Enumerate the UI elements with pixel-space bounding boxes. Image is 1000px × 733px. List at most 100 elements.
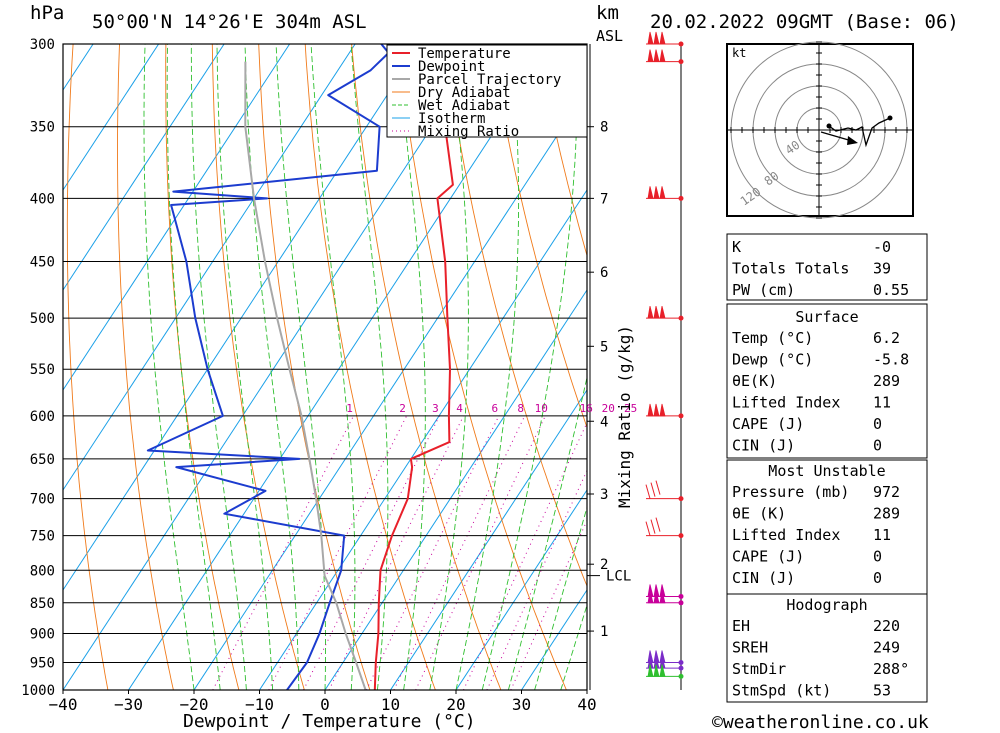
wet-adiabat-line <box>166 44 221 690</box>
dry-adiabat-line <box>165 44 240 690</box>
dry-adiabat-line <box>351 44 502 690</box>
indices-general-box <box>726 233 928 301</box>
wind-barb-flag <box>659 403 666 417</box>
dry-adiabat-line <box>536 44 587 257</box>
isotherm-line <box>259 189 587 690</box>
wet-adiabat-line <box>396 44 426 690</box>
wind-barb-dot <box>678 195 684 201</box>
wind-barb-dot <box>678 496 684 502</box>
x-tick-label: −30 <box>114 695 143 714</box>
index-label: Totals Totals <box>732 260 849 278</box>
x-tick-label: 0 <box>320 695 330 714</box>
wind-barb <box>645 517 684 539</box>
pressure-tick-label: 450 <box>30 255 55 271</box>
wind-barb <box>646 403 684 419</box>
wet-adiabat-line <box>190 44 247 690</box>
wind-barb-dot <box>678 533 684 539</box>
wind-barb-dot <box>678 59 684 65</box>
wet-adiabat-line <box>216 44 274 690</box>
isotherm-line <box>0 44 28 690</box>
index-value: 972 <box>873 483 900 501</box>
lcl-label: LCL <box>606 569 631 585</box>
hpa-unit-label: hPa <box>30 2 64 24</box>
wind-barb-flag <box>647 49 654 62</box>
wind-barb-flag <box>653 305 660 319</box>
mixing-ratio-label: 20 <box>602 402 615 415</box>
wind-barb-flag <box>659 31 666 45</box>
mixing-ratio-label: 4 <box>456 402 463 415</box>
x-tick-label: 10 <box>381 695 400 714</box>
dry-adiabat-line <box>490 44 587 429</box>
sounding-profiles <box>146 44 454 690</box>
wind-barb-flag <box>647 664 654 677</box>
index-label: Lifted Index <box>732 394 840 412</box>
wet-adiabat-line <box>481 44 579 690</box>
mixing-ratio-label: 1 <box>346 402 353 415</box>
wind-barb-flag <box>653 403 660 417</box>
legend: Temperature Dewpoint Parcel Trajectory D… <box>386 44 588 140</box>
dry-adiabat-line <box>66 44 109 690</box>
isotherm-line <box>390 389 587 690</box>
hodograph-ticks <box>730 41 908 219</box>
copyright-credit: ©weatheronline.co.uk <box>712 712 929 733</box>
wind-barb <box>646 664 684 679</box>
wind-barb <box>646 186 684 201</box>
wind-barb-feather <box>645 521 651 536</box>
x-tick-label: 30 <box>512 695 531 714</box>
pressure-tick-label: 750 <box>30 529 55 545</box>
dry-adiabat-line <box>955 44 1000 690</box>
wind-barb <box>646 590 684 606</box>
wind-barb-flag <box>647 403 654 417</box>
index-label: SREH <box>732 639 768 657</box>
index-value: 39 <box>873 260 891 278</box>
pressure-tick-label: 1000 <box>21 683 55 699</box>
index-label: θE(K) <box>732 372 777 390</box>
wet-adiabat-line <box>275 44 326 690</box>
wind-barb-flag <box>653 590 660 604</box>
x-tick-label: −40 <box>49 695 78 714</box>
isotherm-line <box>324 289 587 690</box>
dry-adiabat-line <box>304 44 436 690</box>
mixing-ratio-labels: 1 2 3 4 6 8 10 16 20 25 <box>346 402 637 415</box>
storm-motion-vector <box>820 131 853 142</box>
wind-barb-feather <box>650 482 656 497</box>
wind-barb <box>646 31 684 47</box>
wind-barb-dot <box>678 315 684 321</box>
dewpoint-profile <box>146 44 390 690</box>
hodograph-trace <box>828 117 891 148</box>
indices-mu-box <box>726 459 928 595</box>
index-value: -5.8 <box>873 351 909 369</box>
wind-barb-flag <box>653 31 660 45</box>
pressure-axis: 300 350 400 450 500 550 600 650 700 750 800 850 900 9… <box>21 37 55 699</box>
pressure-tick-label: 700 <box>30 492 55 508</box>
index-value: 289 <box>873 505 900 523</box>
height-tick-label: 8 <box>600 120 608 136</box>
wind-barb <box>646 49 684 65</box>
wind-barb-flag <box>653 186 660 199</box>
wind-barb-dot <box>678 600 684 606</box>
legend-wet-adiabat: Wet Adiabat <box>418 98 511 114</box>
index-label: EH <box>732 617 750 635</box>
index-value: 53 <box>873 682 891 700</box>
mixing-ratio-label: 8 <box>517 402 524 415</box>
x-axis-title: Dewpoint / Temperature (°C) <box>183 711 476 732</box>
index-label: Temp (°C) <box>732 329 813 347</box>
index-label: Pressure (mb) <box>732 483 849 501</box>
wind-barb <box>646 305 684 321</box>
wind-barb-flag <box>647 31 654 45</box>
wind-barb-dot <box>678 659 684 665</box>
height-axis: 8 7 6 5 4 3 2 1 LCL <box>587 44 631 690</box>
index-label: Lifted Index <box>732 526 840 544</box>
x-tick-label: 20 <box>446 695 465 714</box>
height-tick-label: 2 <box>600 557 608 573</box>
index-value: 0 <box>873 415 882 433</box>
dry-adiabat-line <box>397 44 567 690</box>
pressure-tick-label: 350 <box>30 120 55 136</box>
index-label: CAPE (J) <box>732 548 804 566</box>
wind-barb-flag <box>659 305 666 319</box>
index-label: CIN (J) <box>732 569 795 587</box>
parcel-trajectory <box>244 61 367 690</box>
mixing-ratio-label: 6 <box>491 402 498 415</box>
height-tick-label: 5 <box>600 339 608 355</box>
